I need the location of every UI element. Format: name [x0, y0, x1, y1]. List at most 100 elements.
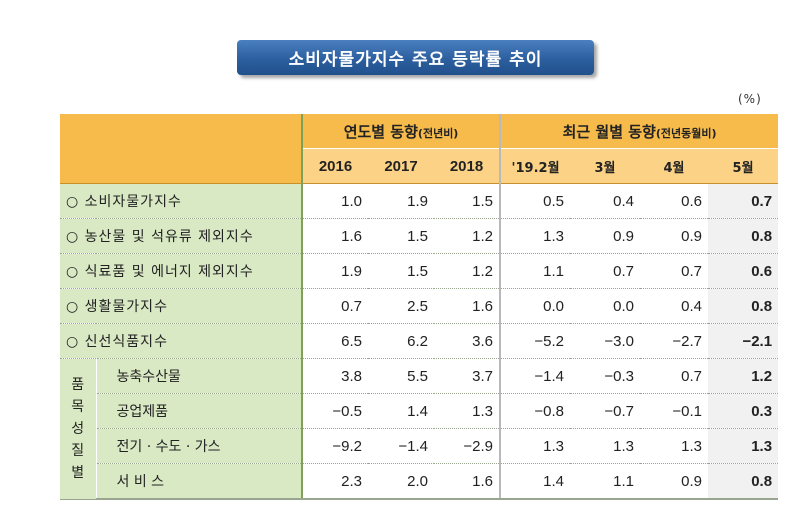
column-header: 5월: [708, 148, 779, 184]
cell: −5.2: [499, 323, 571, 359]
column-header: 2018: [434, 148, 501, 184]
cell: 2.0: [368, 463, 434, 500]
cell: 1.4: [499, 463, 571, 500]
cell: −0.1: [640, 393, 709, 429]
table-row: ○ 농산물 및 석유류 제외지수 1.6 1.5 1.2 1.3 0.9 0.9…: [60, 218, 779, 254]
cell: 0.7: [570, 253, 641, 289]
row-label: ○ 생활물가지수: [60, 288, 303, 324]
cell: 3.8: [302, 358, 368, 394]
row-label: 농축수산물: [96, 358, 303, 394]
row-label: 공업제품: [96, 393, 303, 429]
side-label-char: 목: [71, 398, 85, 415]
cell: 0.7: [640, 358, 709, 394]
column-header: '19.2월: [499, 148, 571, 184]
cell: 0.5: [499, 183, 571, 219]
cell: 1.4: [368, 393, 434, 429]
cell: 0.0: [499, 288, 571, 324]
cell: 1.2: [434, 218, 501, 254]
header-group-yearly-label: 연도별 동향: [343, 122, 418, 141]
cell: 0.0: [570, 288, 641, 324]
column-header: 2016: [301, 148, 368, 184]
cell: 1.3: [434, 393, 501, 429]
cell: 1.6: [434, 463, 501, 500]
cell: −2.7: [640, 323, 709, 359]
cell: 0.6: [708, 253, 779, 289]
cell: 1.5: [434, 183, 501, 219]
cell: 0.7: [302, 288, 368, 324]
cell: 1.3: [570, 428, 641, 464]
header-row-columns: 2016 2017 2018 '19.2월 3월 4월 5월: [60, 148, 779, 184]
cell: 1.3: [640, 428, 709, 464]
cell: 1.5: [368, 218, 434, 254]
cell: 1.1: [499, 253, 571, 289]
row-label: ○ 농산물 및 석유류 제외지수: [60, 218, 303, 254]
cell: 1.3: [708, 428, 779, 464]
cell: 1.2: [708, 358, 779, 394]
cell: 0.7: [640, 253, 709, 289]
cell: 1.1: [570, 463, 641, 500]
header-group-monthly-label: 최근 월별 동향: [562, 122, 656, 141]
unit-label: (%): [738, 92, 762, 106]
header-group-yearly: 연도별 동향(전년비): [300, 114, 501, 149]
cell: 0.4: [570, 183, 641, 219]
cell: 0.8: [708, 463, 779, 500]
cell: 0.3: [708, 393, 779, 429]
page-title: 소비자물가지수 주요 등락률 추이: [237, 40, 594, 75]
side-label-char: 별: [71, 464, 85, 481]
side-label-char: 품: [71, 376, 85, 393]
cell: −3.0: [570, 323, 641, 359]
table-row: 서 비 스 2.3 2.0 1.6 1.4 1.1 0.9 0.8: [60, 463, 779, 500]
cell: −9.2: [302, 428, 368, 464]
cell: −0.7: [570, 393, 641, 429]
header-row-groups: 연도별 동향(전년비) 최근 월별 동향(전년동월비): [60, 114, 779, 184]
cell: 1.5: [368, 253, 434, 289]
cell: 1.6: [302, 218, 368, 254]
side-label-category: 품 목 성 질 별: [60, 358, 97, 500]
page-title-text: 소비자물가지수 주요 등락률 추이: [288, 50, 543, 70]
row-label: ○ 식료품 및 에너지 제외지수: [60, 253, 303, 289]
row-label: ○ 소비자물가지수: [60, 183, 303, 219]
cell: 1.9: [302, 253, 368, 289]
cell: 2.5: [368, 288, 434, 324]
cell: 0.9: [640, 463, 709, 500]
side-label-char: 성: [71, 420, 85, 437]
header-group-monthly-note: (전년동월비): [655, 126, 717, 140]
table-row: ○ 식료품 및 에너지 제외지수 1.9 1.5 1.2 1.1 0.7 0.7…: [60, 253, 779, 289]
table-row: ○ 생활물가지수 0.7 2.5 1.6 0.0 0.0 0.4 0.8: [60, 288, 779, 324]
row-label: 전기 · 수도 · 가스: [96, 428, 303, 464]
cell: −1.4: [368, 428, 434, 464]
row-label: 서 비 스: [96, 463, 303, 500]
cell: −0.5: [302, 393, 368, 429]
cell: −1.4: [499, 358, 571, 394]
cell: 1.3: [499, 428, 571, 464]
table-row: ○ 신선식품지수 6.5 6.2 3.6 −5.2 −3.0 −2.7 −2.1: [60, 323, 779, 359]
table-row: 품 목 성 질 별 농축수산물 3.8 5.5 3.7 −1.4 −0.3 0.…: [60, 358, 779, 500]
header-group-yearly-note: (전년비): [417, 126, 459, 140]
cell: 6.5: [302, 323, 368, 359]
cell: −2.9: [434, 428, 501, 464]
table-row: 전기 · 수도 · 가스 −9.2 −1.4 −2.9 1.3 1.3 1.3 …: [60, 428, 779, 464]
header-blank: [60, 114, 302, 184]
cell: 3.6: [434, 323, 501, 359]
header-group-monthly: 최근 월별 동향(전년동월비): [499, 114, 779, 149]
cell: 0.9: [570, 218, 641, 254]
side-label-char: 질: [71, 442, 85, 459]
column-header: 4월: [640, 148, 709, 184]
cell: 1.0: [302, 183, 368, 219]
cell: −0.3: [570, 358, 641, 394]
cell: 1.6: [434, 288, 501, 324]
column-header: 2017: [368, 148, 434, 184]
cell: −0.8: [499, 393, 571, 429]
cell: 1.3: [499, 218, 571, 254]
cell: 1.9: [368, 183, 434, 219]
row-label: ○ 신선식품지수: [60, 323, 303, 359]
cell: 6.2: [368, 323, 434, 359]
cell: 5.5: [368, 358, 434, 394]
cell: 0.9: [640, 218, 709, 254]
cell: 2.3: [302, 463, 368, 500]
column-header: 3월: [570, 148, 641, 184]
cell: 1.2: [434, 253, 501, 289]
table-row: 공업제품 −0.5 1.4 1.3 −0.8 −0.7 −0.1 0.3: [60, 393, 779, 429]
cell: 0.6: [640, 183, 709, 219]
cell: 0.8: [708, 288, 779, 324]
